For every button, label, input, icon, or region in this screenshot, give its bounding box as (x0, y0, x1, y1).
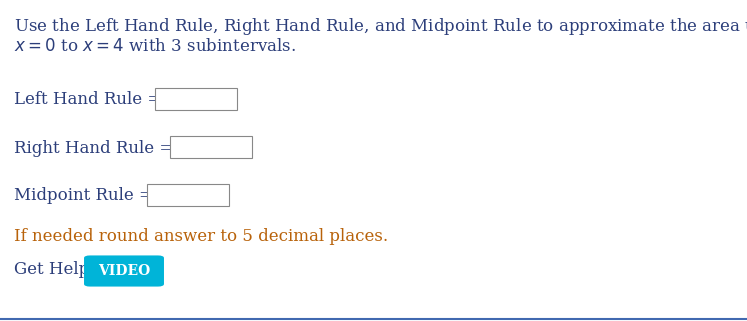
Text: Midpoint Rule =: Midpoint Rule = (14, 187, 153, 204)
Text: Right Hand Rule =: Right Hand Rule = (14, 140, 173, 157)
Text: Use the Left Hand Rule, Right Hand Rule, and Midpoint Rule to approximate the ar: Use the Left Hand Rule, Right Hand Rule,… (14, 14, 747, 38)
Text: If needed round answer to 5 decimal places.: If needed round answer to 5 decimal plac… (14, 228, 388, 245)
Text: Left Hand Rule =: Left Hand Rule = (14, 91, 161, 108)
Text: Get Help:: Get Help: (14, 262, 95, 279)
Text: VIDEO: VIDEO (98, 264, 150, 278)
Text: $x = 0$ to $x = 4$ with 3 subintervals.: $x = 0$ to $x = 4$ with 3 subintervals. (14, 38, 296, 55)
